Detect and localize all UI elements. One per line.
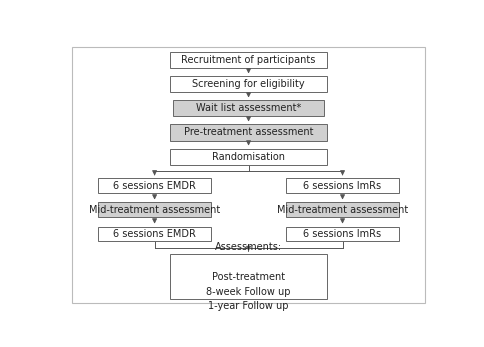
Bar: [169, 52, 327, 68]
Bar: [98, 203, 211, 218]
Text: Recruitment of participants: Recruitment of participants: [181, 55, 315, 65]
Text: 6 sessions ImRs: 6 sessions ImRs: [303, 229, 381, 239]
Text: 6 sessions ImRs: 6 sessions ImRs: [303, 181, 381, 191]
Text: Pre-treatment assessment: Pre-treatment assessment: [183, 127, 313, 137]
Bar: [169, 76, 327, 92]
Text: 6 sessions EMDR: 6 sessions EMDR: [113, 181, 196, 191]
Text: Mid-treatment assessment: Mid-treatment assessment: [89, 205, 220, 215]
Bar: [98, 227, 211, 242]
Bar: [169, 254, 327, 299]
Bar: [169, 149, 327, 164]
Text: Randomisation: Randomisation: [212, 152, 285, 162]
Bar: [286, 178, 398, 193]
Text: 6 sessions EMDR: 6 sessions EMDR: [113, 229, 196, 239]
Bar: [286, 203, 398, 218]
Bar: [173, 100, 323, 117]
Text: Mid-treatment assessment: Mid-treatment assessment: [276, 205, 408, 215]
Text: Assessments:

Post-treatment
8-week Follow up
1-year Follow up: Assessments: Post-treatment 8-week Follo…: [206, 242, 290, 311]
Bar: [286, 227, 398, 242]
Bar: [98, 178, 211, 193]
Text: Screening for eligibility: Screening for eligibility: [192, 79, 304, 90]
Text: Wait list assessment*: Wait list assessment*: [196, 103, 301, 113]
Bar: [169, 125, 327, 141]
